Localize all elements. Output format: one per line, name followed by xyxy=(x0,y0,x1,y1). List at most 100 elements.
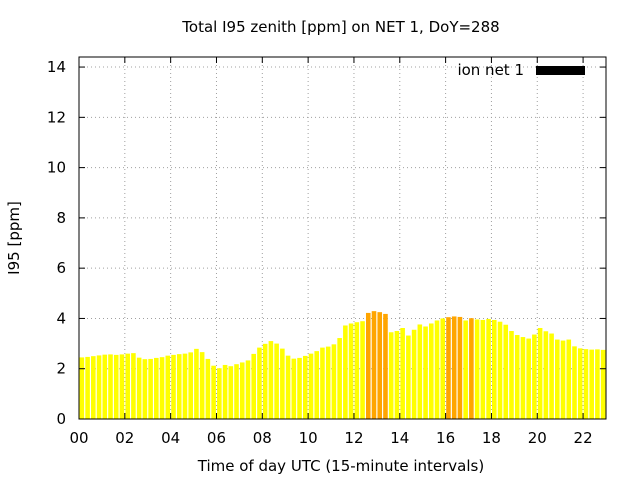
bar xyxy=(566,339,572,419)
bar xyxy=(154,357,159,419)
bar xyxy=(274,343,279,419)
bar xyxy=(165,355,171,419)
bar xyxy=(148,358,153,419)
bar xyxy=(297,357,302,419)
bar xyxy=(360,321,365,419)
bar xyxy=(239,362,245,419)
legend-label: ion net 1 xyxy=(457,61,524,79)
y-tick-label: 2 xyxy=(56,360,66,378)
y-tick-label: 6 xyxy=(56,259,66,277)
x-tick-label: 14 xyxy=(390,429,409,447)
bar xyxy=(308,353,314,419)
bar xyxy=(194,348,199,419)
bar xyxy=(509,331,514,419)
bar xyxy=(159,357,165,419)
bar xyxy=(325,346,331,419)
bar xyxy=(205,358,211,419)
bar xyxy=(262,343,268,419)
bar xyxy=(520,337,526,419)
y-tick-label: 12 xyxy=(47,108,66,126)
bar xyxy=(291,358,297,419)
x-axis-label: Time of day UTC (15-minute intervals) xyxy=(197,457,484,475)
x-tick-label: 12 xyxy=(344,429,363,447)
bar xyxy=(314,351,320,419)
bar xyxy=(280,348,285,419)
bar xyxy=(285,355,291,419)
bar xyxy=(400,327,405,419)
bar xyxy=(555,339,560,419)
bar xyxy=(383,313,388,419)
y-tick-label: 8 xyxy=(56,209,66,227)
y-tick-label: 4 xyxy=(56,309,66,327)
plot-frame xyxy=(78,56,607,420)
bar xyxy=(532,334,537,419)
bar xyxy=(268,341,274,419)
bar xyxy=(560,340,566,419)
legend: ion net 1 xyxy=(457,61,585,79)
bar xyxy=(434,320,440,419)
x-tick-label: 22 xyxy=(574,429,593,447)
bar xyxy=(142,359,148,419)
bar xyxy=(119,354,125,419)
bar xyxy=(377,312,383,419)
x-tick-label: 16 xyxy=(436,429,455,447)
bar xyxy=(514,335,520,419)
bar xyxy=(428,323,434,419)
bar xyxy=(211,365,216,419)
legend-swatch xyxy=(536,66,585,75)
x-tick-label: 02 xyxy=(115,429,134,447)
bar xyxy=(583,349,589,419)
bar xyxy=(526,338,531,419)
bar xyxy=(79,357,85,419)
bar xyxy=(451,316,457,419)
bar xyxy=(85,356,90,419)
bar xyxy=(406,335,411,419)
x-tick-label: 08 xyxy=(253,429,272,447)
bar xyxy=(417,324,423,419)
bar xyxy=(469,318,474,419)
grid xyxy=(79,57,606,419)
bar xyxy=(91,356,96,419)
bar xyxy=(222,364,228,419)
bar xyxy=(228,366,234,419)
bar xyxy=(131,353,136,419)
bar xyxy=(446,317,451,419)
bar xyxy=(423,326,428,419)
bar xyxy=(497,321,503,419)
bar xyxy=(503,324,509,419)
bar xyxy=(171,354,176,419)
bar xyxy=(176,354,182,419)
bar xyxy=(331,344,337,419)
bar xyxy=(572,346,577,419)
bar xyxy=(371,311,377,419)
bar xyxy=(96,355,102,419)
bar xyxy=(108,354,113,419)
bar xyxy=(199,352,205,419)
bar xyxy=(257,347,262,419)
bar xyxy=(411,329,417,419)
bar xyxy=(486,318,491,419)
y-tick-label: 14 xyxy=(47,58,66,76)
bar xyxy=(480,319,486,419)
bar xyxy=(463,320,468,419)
chart-title: Total I95 zenith [ppm] on NET 1, DoY=288 xyxy=(181,18,499,36)
bar xyxy=(337,338,342,419)
bar xyxy=(217,368,222,419)
bar xyxy=(388,332,394,419)
bar xyxy=(537,327,543,419)
bar xyxy=(492,319,497,419)
bar xyxy=(589,349,594,419)
bar xyxy=(440,318,446,419)
bar xyxy=(136,357,142,419)
bar xyxy=(474,319,480,419)
y-axis-label: I95 [ppm] xyxy=(5,201,23,275)
bar xyxy=(182,353,188,419)
bar xyxy=(543,331,549,419)
bar xyxy=(251,353,257,419)
bar xyxy=(302,355,308,419)
bar xyxy=(234,364,239,419)
bars xyxy=(79,311,606,419)
bar xyxy=(102,354,108,419)
